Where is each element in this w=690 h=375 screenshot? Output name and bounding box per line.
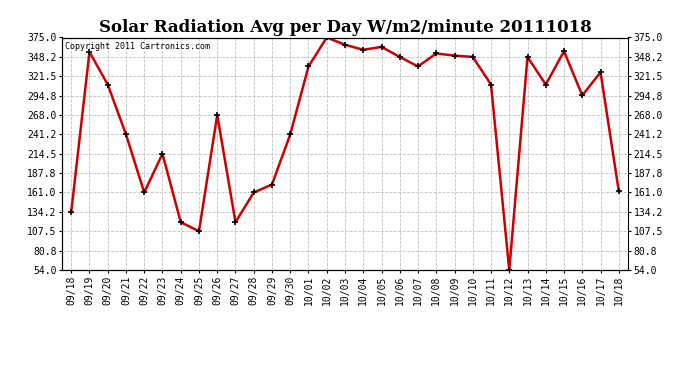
Title: Solar Radiation Avg per Day W/m2/minute 20111018: Solar Radiation Avg per Day W/m2/minute … [99,19,591,36]
Text: Copyright 2011 Cartronics.com: Copyright 2011 Cartronics.com [65,42,210,51]
